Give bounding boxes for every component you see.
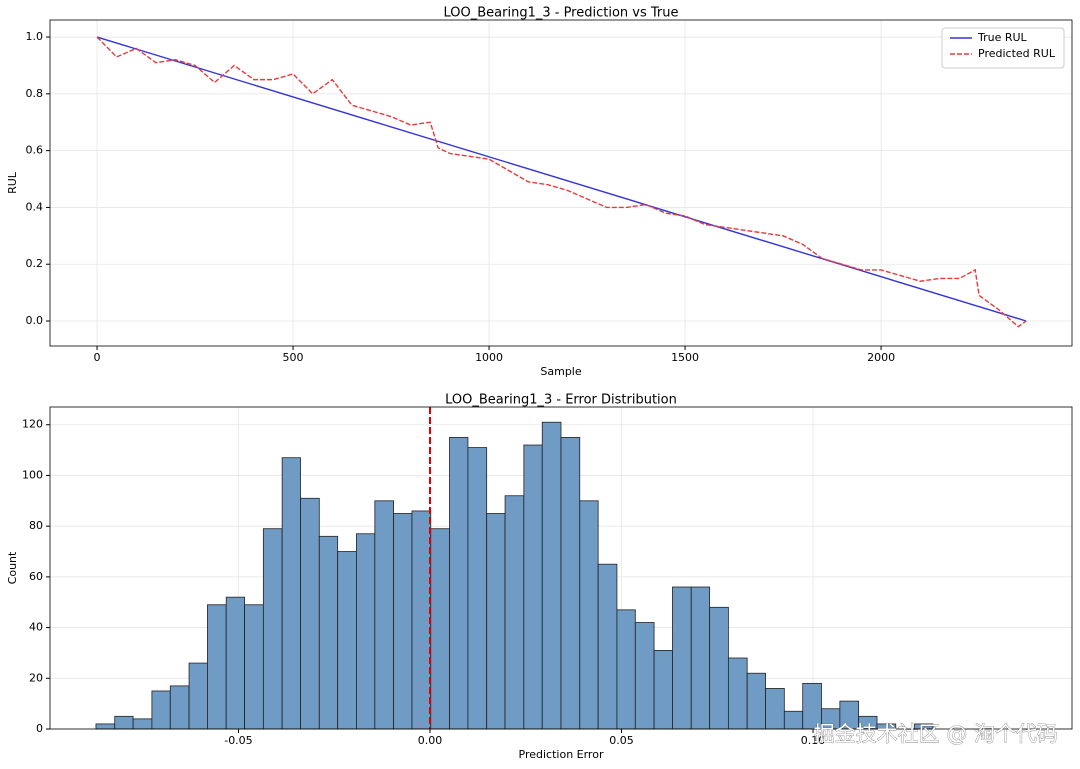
bar bbox=[95, 723, 116, 730]
x-tick-label: 0.10 bbox=[801, 734, 826, 747]
bar bbox=[709, 606, 729, 730]
bar bbox=[430, 528, 450, 730]
data-line bbox=[96, 36, 1027, 328]
y-axis-label: Count bbox=[6, 551, 19, 584]
y-tick-label: 100 bbox=[22, 468, 43, 481]
bar bbox=[634, 622, 655, 730]
bar bbox=[560, 437, 581, 730]
bar bbox=[597, 563, 618, 730]
plot-frame bbox=[49, 19, 1073, 347]
bar bbox=[504, 495, 525, 730]
bar bbox=[579, 500, 599, 730]
y-tick-label: 40 bbox=[29, 621, 43, 634]
bar bbox=[690, 586, 711, 730]
x-axis-label: Sample bbox=[540, 365, 581, 378]
y-tick-label: 0 bbox=[36, 722, 43, 735]
y-tick-label: 0.6 bbox=[26, 144, 44, 157]
x-tick-label: 1000 bbox=[475, 351, 503, 364]
y-tick-label: 60 bbox=[29, 570, 43, 583]
x-tick-label: -0.05 bbox=[224, 734, 252, 747]
bar bbox=[653, 650, 673, 730]
y-tick-label: 0.2 bbox=[26, 257, 44, 270]
y-tick-label: 20 bbox=[29, 671, 43, 684]
bar bbox=[393, 513, 413, 730]
y-axis-label: RUL bbox=[6, 171, 19, 194]
legend-box bbox=[941, 27, 1065, 69]
watermark: 掘金技术社区 @ 淘个代码 bbox=[814, 722, 1058, 746]
bar bbox=[727, 657, 748, 730]
bar bbox=[318, 535, 339, 730]
bar bbox=[374, 500, 395, 730]
bar bbox=[449, 437, 469, 730]
bar bbox=[746, 672, 766, 730]
bar bbox=[783, 710, 804, 730]
y-tick-label: 0.8 bbox=[26, 87, 44, 100]
x-tick-label: 2000 bbox=[867, 351, 895, 364]
bar bbox=[356, 533, 376, 730]
bar bbox=[151, 690, 171, 730]
bar bbox=[281, 457, 301, 730]
bar bbox=[207, 604, 227, 730]
bar bbox=[244, 604, 264, 730]
bar bbox=[411, 510, 432, 730]
x-tick-label: 0 bbox=[94, 351, 101, 364]
x-tick-label: 0.05 bbox=[609, 734, 634, 747]
bar bbox=[262, 528, 283, 730]
bar bbox=[541, 421, 562, 730]
x-tick-label: 500 bbox=[283, 351, 304, 364]
bar bbox=[467, 447, 488, 730]
bar bbox=[616, 609, 636, 730]
plot-frame bbox=[49, 406, 1073, 730]
x-tick-label: 1500 bbox=[671, 351, 699, 364]
bar bbox=[765, 688, 785, 730]
bar bbox=[300, 497, 320, 730]
legend-label: True RUL bbox=[977, 31, 1028, 44]
x-axis-label: Prediction Error bbox=[519, 748, 604, 761]
bar bbox=[188, 662, 208, 730]
bar bbox=[672, 586, 692, 730]
y-tick-label: 0.0 bbox=[26, 314, 44, 327]
x-tick-label: 0.00 bbox=[418, 734, 443, 747]
bar bbox=[337, 551, 357, 730]
y-tick-label: 120 bbox=[22, 418, 43, 431]
y-tick-label: 1.0 bbox=[26, 30, 44, 43]
legend-label: Predicted RUL bbox=[978, 47, 1056, 60]
bar bbox=[114, 715, 134, 730]
bar bbox=[132, 718, 153, 730]
data-line bbox=[96, 36, 1027, 322]
bar bbox=[523, 444, 543, 730]
bar bbox=[486, 513, 506, 730]
chart-title: LOO_Bearing1_3 - Prediction vs True bbox=[444, 6, 679, 21]
y-tick-label: 80 bbox=[29, 519, 43, 532]
bar bbox=[225, 596, 245, 730]
bar bbox=[169, 685, 190, 730]
y-tick-label: 0.4 bbox=[26, 200, 44, 213]
chart-title: LOO_Bearing1_3 - Error Distribution bbox=[445, 393, 677, 408]
